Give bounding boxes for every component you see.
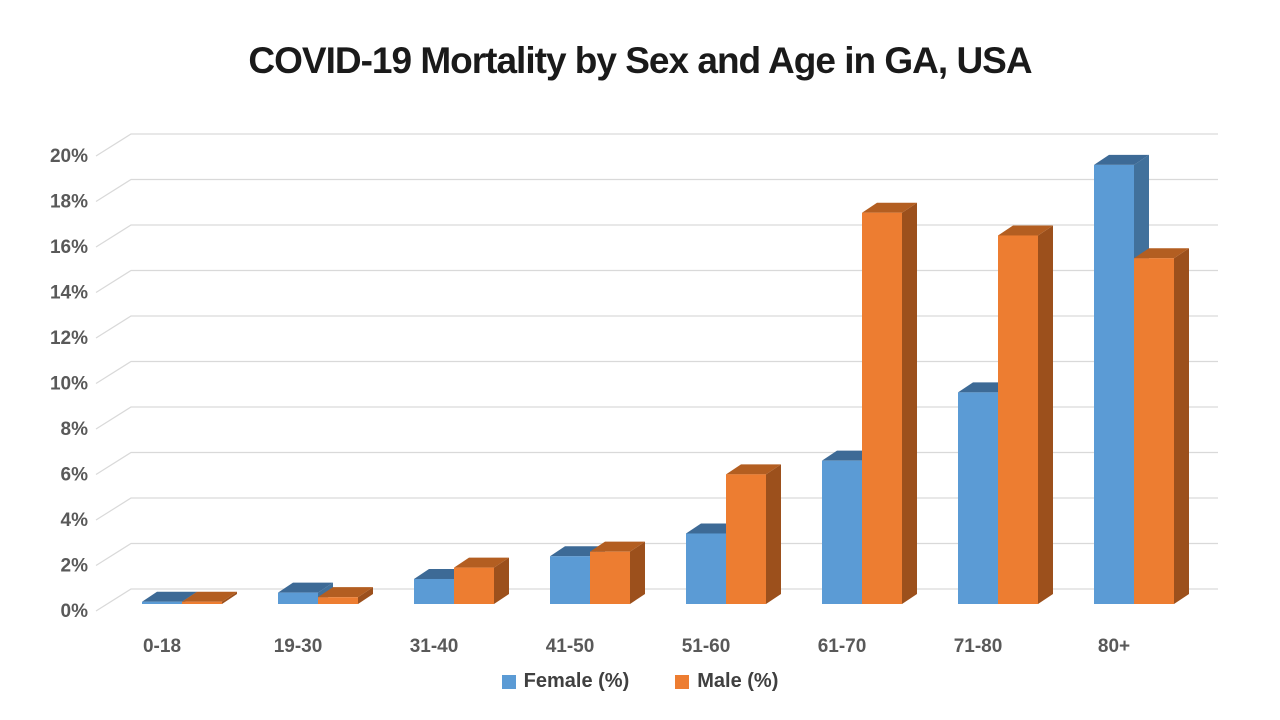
bar-male-51-60 (726, 474, 766, 604)
male-swatch-icon (675, 674, 690, 689)
chart-title: COVID-19 Mortality by Sex and Age in GA,… (248, 40, 1032, 81)
y-tick-label: 4% (61, 510, 89, 531)
bar-male-41-50 (590, 551, 630, 604)
bar-male-61-70 (862, 202, 917, 213)
x-category-label: 19-30 (274, 636, 323, 657)
legend-label-male: Male (%) (697, 670, 779, 692)
y-tick-label: 18% (50, 192, 88, 213)
bar-male-51-60 (766, 464, 781, 604)
bar-female-41-50 (550, 556, 590, 604)
bar-male-41-50 (630, 541, 645, 604)
bar-male-0-18 (182, 601, 222, 604)
bar-female-71-80 (958, 392, 998, 604)
bar-male-0-18 (182, 591, 237, 602)
bar-male-41-50 (590, 541, 645, 552)
x-category-label: 51-60 (682, 636, 731, 657)
y-tick-label: 12% (50, 328, 88, 349)
y-tick-label: 16% (50, 237, 88, 258)
y-tick-label: 8% (61, 419, 89, 440)
bar-female-0-18 (142, 601, 182, 604)
bar-male-80+ (1134, 248, 1189, 259)
bar-male-71-80 (998, 225, 1053, 236)
legend-item-female: Female (%) (501, 670, 630, 693)
bar-female-31-40 (414, 578, 454, 604)
bar-female-80+ (1094, 154, 1149, 165)
bar-male-71-80 (1038, 225, 1053, 604)
x-category-label: 31-40 (410, 636, 459, 657)
female-swatch-icon (501, 674, 516, 689)
x-category-label: 41-50 (546, 636, 595, 657)
y-tick-label: 20% (50, 146, 88, 167)
y-tick-label: 10% (50, 374, 88, 395)
bar-male-19-30 (318, 597, 358, 604)
bar-female-19-30 (278, 592, 318, 604)
x-category-label: 71-80 (954, 636, 1003, 657)
x-category-label: 61-70 (818, 636, 867, 657)
gridline (95, 133, 1218, 157)
bar-female-61-70 (822, 460, 862, 604)
legend-item-male: Male (%) (675, 670, 778, 693)
bar-male-31-40 (454, 557, 509, 568)
bar-male-51-60 (726, 464, 781, 475)
gridline (95, 224, 1218, 248)
legend-label-female: Female (%) (523, 670, 630, 692)
bar-male-71-80 (998, 235, 1038, 604)
x-category-label: 80+ (1098, 636, 1130, 657)
bar-male-19-30 (358, 587, 373, 604)
bar-male-61-70 (862, 212, 902, 604)
bar-male-80+ (1134, 258, 1174, 604)
y-tick-label: 2% (61, 556, 89, 577)
bar-male-0-18 (222, 591, 237, 604)
legend: Female (%) Male (%) (0, 670, 1280, 693)
bar-female-19-30 (278, 582, 333, 593)
bar-male-19-30 (318, 587, 373, 598)
bar-female-51-60 (686, 533, 726, 604)
gridline (95, 315, 1218, 339)
y-tick-label: 0% (61, 601, 89, 622)
y-tick-label: 14% (50, 283, 88, 304)
x-category-label: 0-18 (143, 636, 181, 657)
bar-male-80+ (1174, 248, 1189, 604)
gridline (95, 360, 1218, 385)
gridline (95, 406, 1218, 430)
bar-male-31-40 (494, 557, 509, 604)
bar-female-80+ (1094, 164, 1134, 605)
bar-male-61-70 (902, 202, 917, 604)
bar-female-0-18 (142, 591, 197, 602)
gridline (95, 178, 1218, 203)
bar-male-31-40 (454, 567, 494, 604)
y-tick-label: 6% (61, 465, 89, 486)
gridline (95, 269, 1218, 294)
